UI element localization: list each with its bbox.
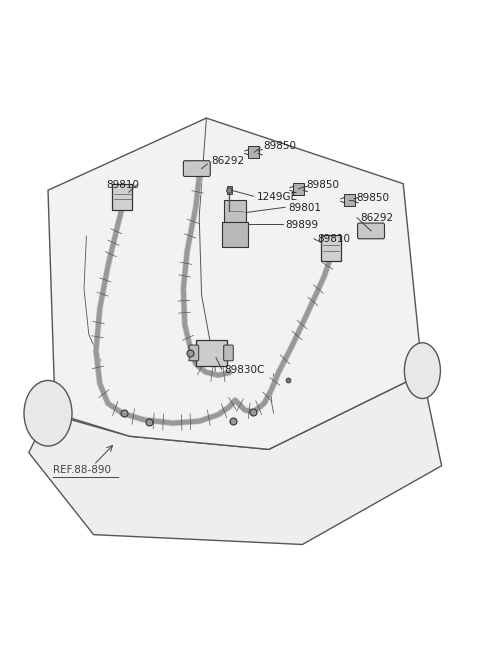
Text: 86292: 86292 <box>211 155 244 166</box>
FancyBboxPatch shape <box>344 194 355 206</box>
Polygon shape <box>48 118 422 449</box>
FancyBboxPatch shape <box>224 200 246 222</box>
FancyBboxPatch shape <box>321 235 341 261</box>
Text: 89810: 89810 <box>106 180 139 190</box>
FancyBboxPatch shape <box>196 340 227 366</box>
FancyBboxPatch shape <box>248 146 259 158</box>
FancyBboxPatch shape <box>358 223 384 239</box>
Text: 89899: 89899 <box>286 220 319 230</box>
FancyBboxPatch shape <box>227 186 232 194</box>
Text: 89850: 89850 <box>306 180 339 190</box>
Text: 86292: 86292 <box>360 213 393 223</box>
Text: 89801: 89801 <box>288 203 321 213</box>
Text: 1249GE: 1249GE <box>257 192 298 202</box>
FancyBboxPatch shape <box>293 183 304 195</box>
FancyBboxPatch shape <box>189 345 199 361</box>
Text: 89810: 89810 <box>317 234 350 244</box>
Text: REF.88-890: REF.88-890 <box>53 465 111 476</box>
Text: 89830C: 89830C <box>225 365 265 375</box>
FancyBboxPatch shape <box>224 345 233 361</box>
FancyBboxPatch shape <box>112 184 132 210</box>
Text: 89850: 89850 <box>356 193 389 203</box>
Text: 89850: 89850 <box>263 140 296 151</box>
FancyBboxPatch shape <box>183 161 210 176</box>
FancyBboxPatch shape <box>222 222 248 247</box>
Ellipse shape <box>24 380 72 446</box>
Polygon shape <box>29 374 442 544</box>
Ellipse shape <box>404 342 441 398</box>
